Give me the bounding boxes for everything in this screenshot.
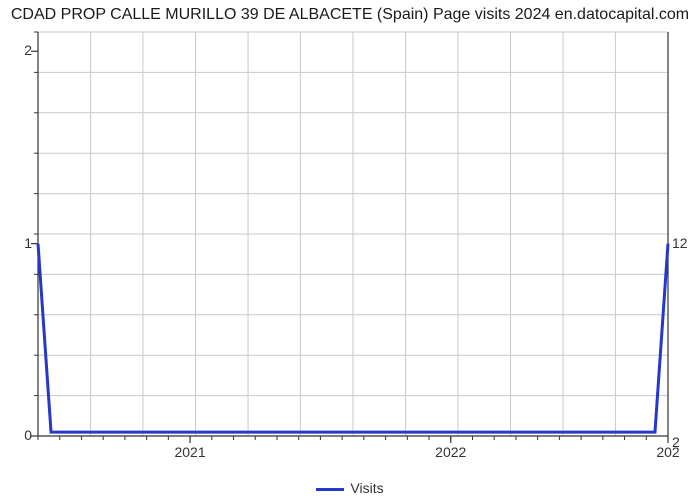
chart-title: CDAD PROP CALLE MURILLO 39 DE ALBACETE (…: [0, 6, 700, 24]
legend-label: Visits: [350, 480, 383, 496]
chart-container: { "chart": { "type": "line", "title": "C…: [0, 0, 700, 500]
legend: Visits: [0, 480, 700, 496]
plot-area: [28, 30, 678, 448]
legend-swatch: [316, 488, 344, 491]
